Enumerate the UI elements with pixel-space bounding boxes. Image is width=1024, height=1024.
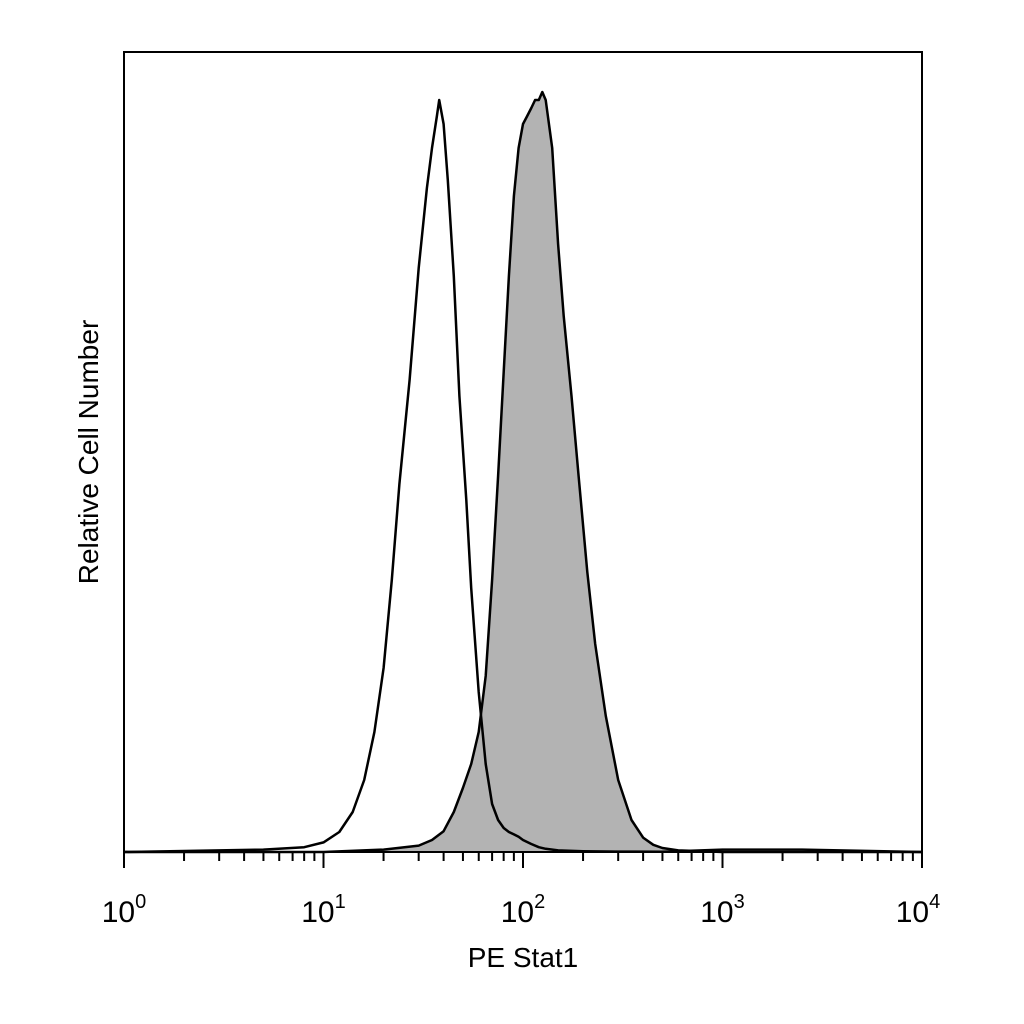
x-axis-ticks [123,852,923,868]
filled-histogram-area [124,92,922,852]
x-tick-label-exponent: 2 [534,891,545,913]
x-axis-label: PE Stat1 [468,942,579,973]
x-tick-label: 103 [700,891,745,929]
open-histogram-line [123,98,923,854]
x-tick-label: 104 [896,891,941,929]
series-layer [123,90,923,854]
y-axis-label: Relative Cell Number [73,320,104,585]
x-tick-label-base: 10 [301,896,334,929]
x-tick-label-exponent: 3 [734,891,745,913]
x-tick-label: 101 [301,891,346,929]
x-tick-label-base: 10 [700,896,733,929]
x-tick-label-exponent: 4 [929,891,940,913]
x-tick-label-base: 10 [896,896,929,929]
x-axis-tick-labels: 100 101 102 103 104 [102,891,941,929]
x-tick-label-exponent: 0 [135,891,146,913]
x-tick-label: 102 [501,891,546,929]
filled-histogram-outline [124,90,922,854]
x-tick-label-base: 10 [501,896,534,929]
x-tick-label: 100 [102,891,147,929]
x-tick-label-base: 10 [102,896,135,929]
x-tick-label-exponent: 1 [335,891,346,913]
x-axis: 100 101 102 103 104 [102,851,941,929]
